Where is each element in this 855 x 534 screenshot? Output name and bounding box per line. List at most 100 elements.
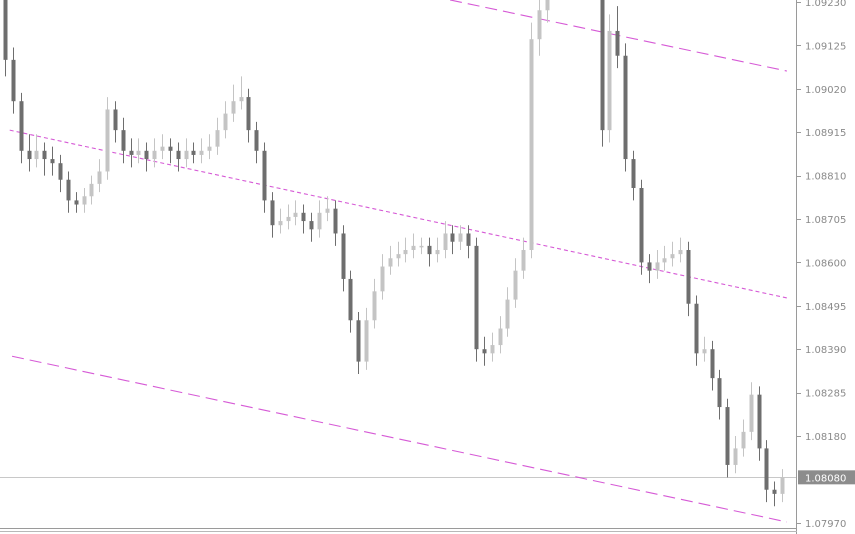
candle-body [741,431,746,449]
candle [411,233,416,259]
candle-body [309,221,314,230]
candle [450,225,455,255]
y-tick-label: 1.08810 [805,172,846,183]
candle [435,237,440,263]
candle-body [42,150,47,160]
current-price-badge [798,470,855,485]
candle [191,142,196,164]
candle-body [333,208,338,234]
candle-body [655,262,660,271]
candle [600,0,605,147]
candle-body [443,233,448,250]
candle-body [631,159,636,188]
candle-body [3,0,8,60]
candle-body [372,291,377,321]
candle [443,221,448,259]
candle-body [58,163,63,180]
candle [239,76,244,110]
candle [231,84,236,122]
candle-body [262,150,267,201]
candle [380,254,385,300]
candle [286,204,291,230]
candle [11,47,16,114]
candle-body [293,212,298,217]
candle-body [278,221,283,226]
candle-body [286,216,291,222]
candle [764,440,769,503]
candle-body [160,146,165,151]
candle [710,340,715,391]
channel-line-1[interactable] [9,129,787,299]
candle [89,175,94,205]
candle-body [341,233,346,279]
y-tick-label: 1.07970 [805,519,846,530]
candle-body [388,258,393,267]
candle [223,101,228,139]
candle [780,469,785,503]
candle-body [466,233,471,246]
candle [246,88,251,143]
candle-body [498,328,503,346]
price-axis[interactable]: 1.09230 1.09125 1.09020 1.08915 1.08810 1.087… [797,0,855,530]
candle-body [521,250,526,271]
candle [293,200,298,226]
candle [152,138,157,168]
candle-body [144,150,149,160]
candle [772,481,777,507]
candle-body [184,150,189,160]
candle-body [545,0,550,11]
candle [144,142,149,172]
candle-body [89,183,94,197]
candle-body [427,245,432,255]
candle-body [356,320,361,362]
candle [655,250,660,279]
candle-body [27,150,32,160]
candle [42,142,47,176]
candle [482,336,487,366]
candle [388,245,393,275]
candle-body [97,171,102,184]
candle-body [662,258,667,263]
candle-body [113,109,118,131]
candle-body [364,320,369,362]
y-tick-label: 1.09020 [805,85,846,96]
candle-body [702,349,707,354]
candle [757,386,762,461]
candle [199,138,204,164]
candle [34,134,39,168]
candle [498,316,503,354]
candle [466,225,471,259]
candle-body [419,245,424,248]
candle-body [600,0,605,131]
y-tick-label: 1.08390 [805,345,846,356]
candle-body [411,245,416,250]
candle-body [325,208,330,213]
candle [607,14,612,143]
candle [113,101,118,143]
candle [521,237,526,279]
candle [82,188,87,213]
candle [270,192,275,238]
channel-line-2[interactable] [11,355,787,523]
candle [694,295,699,366]
candle-body [639,188,644,263]
candle [278,208,283,234]
candle-body [246,97,251,131]
candle [717,369,722,420]
candle-body [537,10,542,40]
candle [537,0,542,56]
candle-body [772,489,777,494]
candle-body [254,130,259,151]
candle [427,237,432,267]
candle [490,332,495,362]
candle-body [191,150,196,155]
y-tick-label: 1.08495 [805,302,846,313]
candle [631,150,636,201]
candle-body [764,448,769,490]
candle [254,121,259,164]
candle [325,196,330,222]
candle-body [176,150,181,160]
candle-body [199,150,204,155]
candle [341,225,346,292]
